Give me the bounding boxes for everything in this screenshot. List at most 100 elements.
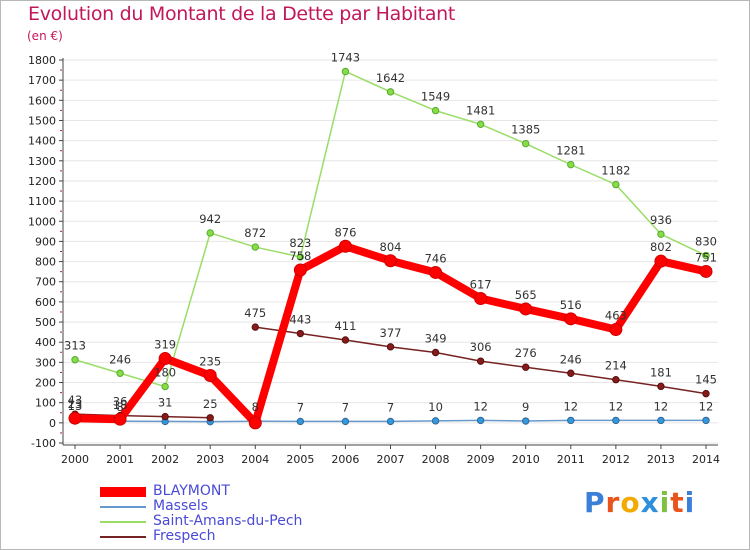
x-tick-label: 2002 xyxy=(151,453,179,466)
y-tick-label: 1000 xyxy=(28,215,56,228)
legend-label: Massels xyxy=(153,498,209,514)
y-tick-label: 100 xyxy=(35,397,56,410)
data-point-massels xyxy=(612,416,620,425)
data-label-frespech: 214 xyxy=(605,359,627,373)
data-label-blaymont: 617 xyxy=(470,277,492,291)
y-tick-label: 1200 xyxy=(28,175,56,188)
y-tick-label: 500 xyxy=(35,316,56,329)
data-label-blaymont: 802 xyxy=(650,240,672,254)
data-point-blaymont xyxy=(293,263,307,277)
x-tick-label: 2012 xyxy=(602,453,630,466)
data-label-blaymont: 565 xyxy=(515,288,537,302)
legend-swatch xyxy=(100,505,146,508)
data-point-saint-amans-du-pech xyxy=(296,253,305,261)
data-point-saint-amans-du-pech xyxy=(476,120,485,129)
data-label-saint-amans-du-pech: 246 xyxy=(109,352,131,366)
data-label-blaymont: 516 xyxy=(560,298,582,312)
x-tick-label: 2004 xyxy=(241,453,269,466)
data-label-frespech: 349 xyxy=(425,331,447,345)
data-label-frespech: 246 xyxy=(560,352,582,366)
legend-label: Saint-Amans-du-Pech xyxy=(153,513,303,529)
data-label-frespech: 181 xyxy=(650,365,672,379)
data-point-frespech xyxy=(612,376,620,384)
data-label-saint-amans-du-pech: 936 xyxy=(650,213,672,227)
x-tick-label: 2013 xyxy=(647,453,675,466)
data-label-saint-amans-du-pech: 872 xyxy=(244,226,266,240)
y-tick-label: 1700 xyxy=(28,74,56,87)
data-point-frespech xyxy=(657,382,665,391)
data-point-frespech xyxy=(386,343,395,351)
data-point-saint-amans-du-pech xyxy=(161,382,169,391)
data-point-frespech xyxy=(341,336,350,344)
y-tick-label: 0 xyxy=(49,417,56,430)
data-point-massels xyxy=(431,417,440,425)
x-tick-label: 2011 xyxy=(557,453,585,466)
data-point-saint-amans-du-pech xyxy=(116,369,124,377)
data-point-massels xyxy=(386,417,395,426)
data-label-frespech: 377 xyxy=(380,326,402,340)
data-label-saint-amans-du-pech: 942 xyxy=(199,212,221,226)
y-tick-label: 300 xyxy=(35,356,56,369)
data-label-blaymont: 876 xyxy=(334,225,356,239)
data-point-saint-amans-du-pech xyxy=(431,106,440,115)
data-point-saint-amans-du-pech xyxy=(612,180,620,189)
data-point-blaymont xyxy=(654,254,668,268)
data-label-frespech: 276 xyxy=(515,346,537,360)
data-label-blaymont: 463 xyxy=(605,309,627,323)
data-label-saint-amans-du-pech: 1549 xyxy=(421,90,450,104)
data-point-blaymont xyxy=(158,352,172,366)
data-point-blaymont xyxy=(113,412,127,426)
legend-swatch xyxy=(100,535,146,538)
y-tick-label: 700 xyxy=(35,276,56,289)
data-point-frespech xyxy=(206,414,214,422)
x-tick-label: 2001 xyxy=(106,453,134,466)
data-label-blaymont: 751 xyxy=(695,250,717,264)
data-label-frespech: 306 xyxy=(470,340,492,354)
data-label-frespech: 411 xyxy=(334,319,356,333)
data-label-saint-amans-du-pech: 1743 xyxy=(331,50,360,64)
data-point-saint-amans-du-pech xyxy=(386,88,395,96)
data-label-saint-amans-du-pech: 313 xyxy=(64,339,86,353)
legend-item-saint-amans-du-pech: Saint-Amans-du-Pech xyxy=(100,514,302,529)
data-label-saint-amans-du-pech: 1281 xyxy=(556,144,585,158)
data-point-frespech xyxy=(296,329,305,338)
data-point-massels xyxy=(702,416,710,425)
data-point-massels xyxy=(657,416,665,425)
legend-swatch xyxy=(100,520,146,523)
data-point-blaymont xyxy=(248,416,262,430)
unit-label: (en €) xyxy=(27,29,63,43)
data-label-frespech: 36 xyxy=(113,395,128,409)
data-point-massels xyxy=(522,417,530,425)
data-point-massels xyxy=(567,416,575,425)
data-label-massels: 12 xyxy=(654,399,669,413)
legend-item-massels: Massels xyxy=(100,499,302,514)
data-point-blaymont xyxy=(338,239,352,253)
y-tick-label: -100 xyxy=(31,437,56,450)
data-point-frespech xyxy=(522,363,530,371)
data-point-blaymont xyxy=(609,323,623,337)
y-tick-label: 1100 xyxy=(28,195,56,208)
data-point-blaymont xyxy=(519,302,533,316)
y-tick-label: 900 xyxy=(35,235,56,248)
data-point-blaymont xyxy=(68,411,82,425)
data-point-blaymont xyxy=(474,291,488,305)
data-label-saint-amans-du-pech: 823 xyxy=(289,236,311,250)
data-point-blaymont xyxy=(564,312,578,326)
legend-item-blaymont: BLAYMONT xyxy=(100,484,302,499)
x-tick-label: 2014 xyxy=(692,453,720,466)
x-tick-label: 2005 xyxy=(286,453,314,466)
data-point-massels xyxy=(296,417,305,426)
y-tick-label: 800 xyxy=(35,256,56,269)
data-label-blaymont: 746 xyxy=(425,251,447,265)
data-label-saint-amans-du-pech: 830 xyxy=(695,235,717,249)
x-tick-label: 2007 xyxy=(377,453,405,466)
data-point-blaymont xyxy=(699,264,713,278)
data-point-saint-amans-du-pech xyxy=(251,243,259,251)
data-label-saint-amans-du-pech: 180 xyxy=(154,366,176,380)
data-label-frespech: 31 xyxy=(158,396,173,410)
x-tick-label: 2008 xyxy=(422,453,450,466)
data-label-massels: 7 xyxy=(342,400,349,414)
data-label-massels: 12 xyxy=(699,399,714,413)
data-point-frespech xyxy=(702,389,710,398)
x-tick-label: 2003 xyxy=(196,453,224,466)
